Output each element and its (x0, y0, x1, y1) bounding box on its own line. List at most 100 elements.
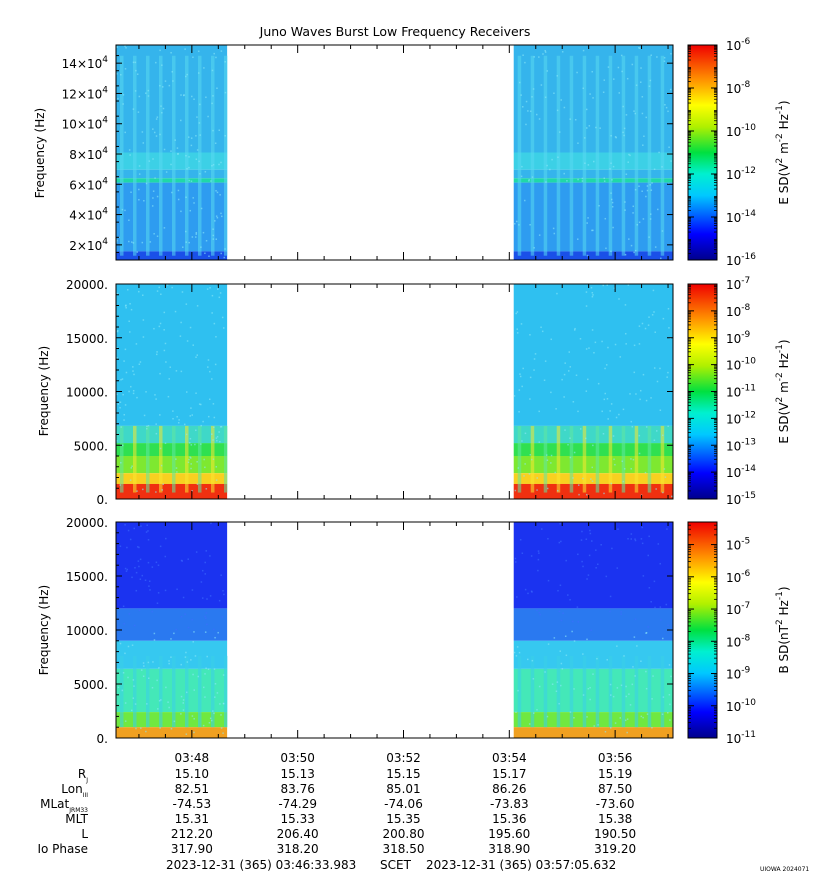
periodic-emission-stripe (660, 55, 665, 256)
noise-speck (176, 588, 178, 591)
noise-speck (170, 638, 172, 640)
noise-speck (528, 180, 530, 182)
noise-speck (210, 719, 213, 722)
noise-speck (654, 246, 657, 248)
noise-speck (610, 192, 612, 194)
noise-speck (129, 154, 131, 156)
noise-speck (553, 92, 555, 95)
noise-speck (202, 724, 205, 727)
noise-speck (188, 166, 190, 169)
noise-speck (218, 296, 221, 299)
noise-speck (538, 56, 540, 58)
noise-speck (591, 329, 594, 331)
noise-speck (216, 87, 218, 90)
noise-speck (224, 135, 226, 137)
noise-speck (533, 56, 535, 58)
noise-speck (153, 327, 155, 330)
colorbar-tick-label: 10-10 (726, 698, 756, 714)
spectral-band (116, 608, 228, 641)
noise-speck (213, 712, 215, 715)
noise-speck (155, 118, 158, 120)
noise-speck (198, 122, 201, 124)
noise-speck (195, 236, 197, 238)
noise-speck (642, 144, 644, 146)
noise-speck (181, 291, 184, 293)
noise-speck (587, 687, 590, 690)
noise-speck (569, 456, 572, 459)
ephemeris-row-label: L (81, 827, 88, 841)
noise-speck (141, 131, 144, 133)
noise-speck (553, 637, 556, 639)
noise-speck (146, 425, 148, 427)
noise-speck (536, 477, 538, 479)
noise-speck (156, 195, 159, 198)
noise-speck (133, 527, 135, 530)
noise-speck (653, 168, 656, 171)
noise-speck (163, 329, 165, 331)
ephemeris-value: 317.90 (171, 842, 213, 856)
ephemeris-value: 15.15 (386, 767, 420, 781)
noise-speck (122, 444, 124, 447)
y-tick-label: 0. (97, 732, 108, 746)
noise-speck (640, 538, 643, 540)
noise-speck (519, 375, 522, 378)
noise-speck (592, 160, 595, 163)
noise-speck (182, 699, 185, 701)
y-tick-label: 5000. (74, 678, 108, 692)
ephemeris-value: 15.36 (492, 812, 526, 826)
noise-speck (648, 316, 650, 318)
noise-speck (132, 366, 134, 368)
noise-speck (124, 702, 127, 704)
noise-speck (630, 420, 633, 423)
noise-speck (645, 116, 648, 119)
colorbar-tick-label: 10-16 (726, 252, 756, 268)
y-tick-label: 4×104 (69, 207, 108, 223)
noise-speck (124, 652, 126, 655)
noise-speck (170, 728, 173, 730)
noise-speck (620, 54, 623, 57)
noise-speck (616, 645, 618, 647)
noise-speck (165, 686, 167, 689)
panel-e-field-low: 0. 5000. 10000. 15000. 20000. Frequency (Hz)… (37, 276, 791, 507)
noise-speck (668, 664, 671, 666)
noise-speck (661, 166, 663, 168)
ephemeris-row-label: RJ (78, 767, 88, 784)
noise-speck (191, 414, 194, 416)
noise-speck (577, 553, 579, 556)
noise-speck (622, 105, 624, 108)
spectral-band (116, 522, 228, 609)
noise-speck (187, 461, 190, 464)
noise-speck (551, 683, 554, 685)
noise-speck (601, 340, 603, 343)
spectral-band (513, 473, 673, 484)
noise-speck (209, 287, 211, 289)
noise-speck (518, 81, 521, 84)
noise-speck (141, 574, 144, 577)
noise-speck (152, 190, 155, 192)
noise-speck (119, 484, 121, 486)
noise-speck (159, 727, 161, 729)
noise-speck (666, 528, 668, 530)
noise-speck (567, 443, 569, 446)
ephemeris-value: 15.13 (280, 767, 314, 781)
noise-speck (155, 561, 158, 564)
noise-speck (157, 592, 160, 594)
noise-speck (533, 358, 536, 360)
y-axis-label: Frequency (Hz) (37, 346, 51, 437)
noise-speck (516, 646, 519, 648)
noise-speck (643, 135, 645, 138)
noise-speck (597, 563, 599, 566)
noise-speck (132, 108, 135, 110)
noise-speck (595, 567, 597, 569)
noise-speck (219, 703, 221, 705)
noise-speck (602, 284, 605, 287)
noise-speck (667, 624, 669, 627)
noise-speck (564, 635, 567, 637)
noise-speck (177, 421, 180, 424)
noise-speck (116, 292, 119, 295)
noise-speck (632, 666, 634, 668)
noise-speck (131, 644, 134, 646)
noise-speck (634, 249, 637, 252)
noise-speck (189, 415, 192, 417)
noise-speck (140, 525, 142, 527)
